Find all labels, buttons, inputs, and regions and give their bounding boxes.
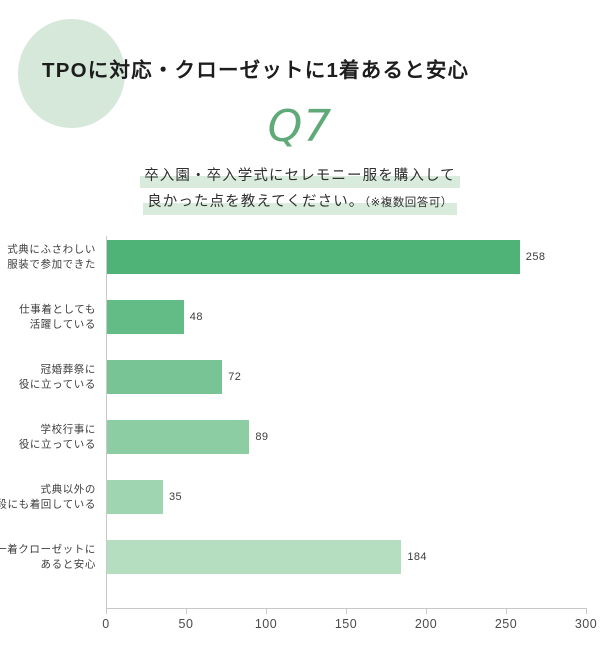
page-title: TPOに対応・クローゼットに1着あると安心	[42, 59, 470, 82]
x-axis-tick-label: 200	[414, 617, 438, 631]
x-axis-tick-mark	[426, 608, 427, 614]
bar[interactable]	[107, 300, 184, 334]
x-axis-tick-mark	[186, 608, 187, 614]
bar-row: 式典以外の普段にも着回している 35	[0, 480, 600, 514]
x-axis-tick-label: 150	[334, 617, 358, 631]
x-axis-tick-mark	[506, 608, 507, 614]
y-axis-line	[106, 236, 107, 608]
x-axis-tick-mark	[586, 608, 587, 614]
x-axis-tick-label: 100	[254, 617, 278, 631]
bar-value-label: 35	[169, 491, 183, 503]
question-line-1: 卒入園・卒入学式にセレモニー服を購入して	[140, 163, 460, 189]
question-line-2: 良かった点を教えてください。（※複数回答可）	[143, 189, 457, 216]
bar-chart: 0 50 100 150 200 250 300 式典にふさわしい 服装で参加できた 258 仕事…	[0, 228, 600, 649]
bar-row: 式典にふさわしい 服装で参加できた 258	[0, 240, 600, 274]
bar[interactable]	[107, 420, 250, 454]
bar-category-label: 学校行事に役に立っている	[0, 423, 96, 452]
bar[interactable]	[107, 540, 402, 574]
bar-row: 一着クローゼットにあると安心 184	[0, 540, 600, 574]
x-axis-tick-mark	[346, 608, 347, 614]
bar-category-label: 式典にふさわしい 服装で参加できた	[0, 243, 96, 272]
question-number: Q7	[267, 101, 333, 152]
bar-category-label-line: 普段にも着回している	[0, 498, 96, 510]
bar-category-label: 冠婚葬祭に役に立っている	[0, 363, 96, 392]
x-axis-tick-label: 250	[494, 617, 518, 631]
bar-category-label-line: 活躍している	[29, 318, 96, 330]
bar-category-label-line: 服装で参加できた	[7, 258, 96, 270]
question-line-2-text: 良かった点を教えてください。	[147, 194, 365, 210]
bar-value-label: 258	[525, 251, 546, 263]
x-axis-tick-label: 0	[102, 617, 110, 631]
bar-category-label: 仕事着としても活躍している	[0, 303, 96, 332]
bar[interactable]	[107, 240, 520, 274]
bar-category-label-line: 冠婚葬祭に	[40, 363, 96, 376]
bar-value-label: 48	[189, 311, 203, 323]
question-highlight-1	[140, 176, 460, 188]
bar-category-label-line: 式典以外の	[40, 483, 96, 496]
bar-category-label-line: 一着クローゼットに	[0, 543, 96, 556]
question-highlight-2	[143, 203, 457, 215]
bar-category-label-line: 学校行事に	[40, 423, 96, 436]
bar-category-label-line: あると安心	[40, 558, 96, 570]
bar[interactable]	[107, 360, 223, 394]
bar-category-label-line: 式典にふさわしい	[7, 243, 96, 256]
bar-row: 仕事着としても活躍している 48	[0, 300, 600, 334]
x-axis-tick-label: 300	[574, 617, 598, 631]
bar-row: 冠婚葬祭に役に立っている 72	[0, 360, 600, 394]
bar-category-label-line: 仕事着としても	[19, 303, 96, 316]
bar-value-label: 72	[228, 371, 242, 383]
bar-category-label-line: 役に立っている	[18, 438, 96, 450]
x-axis-tick-label: 50	[178, 617, 194, 631]
question-line-1-text: 卒入園・卒入学式にセレモニー服を購入して	[144, 168, 456, 184]
header-decorative-circle	[18, 19, 125, 128]
bar-category-label: 一着クローゼットにあると安心	[0, 543, 96, 572]
bar-value-label: 89	[255, 431, 269, 443]
header: TPOに対応・クローゼットに1着あると安心 Q7	[0, 0, 600, 160]
bar[interactable]	[107, 480, 163, 514]
bar-category-label: 式典以外の普段にも着回している	[0, 483, 96, 512]
question-multiple-answer-note: （※複数回答可）	[364, 197, 453, 209]
bar-value-label: 184	[407, 551, 427, 563]
bar-row: 学校行事に役に立っている 89	[0, 420, 600, 454]
bar-category-label-line: 役に立っている	[18, 378, 96, 390]
x-axis-tick-mark	[266, 608, 267, 614]
x-axis-tick-mark	[106, 608, 107, 614]
question-block: 卒入園・卒入学式にセレモニー服を購入して 良かった点を教えてください。（※複数回…	[0, 163, 600, 216]
